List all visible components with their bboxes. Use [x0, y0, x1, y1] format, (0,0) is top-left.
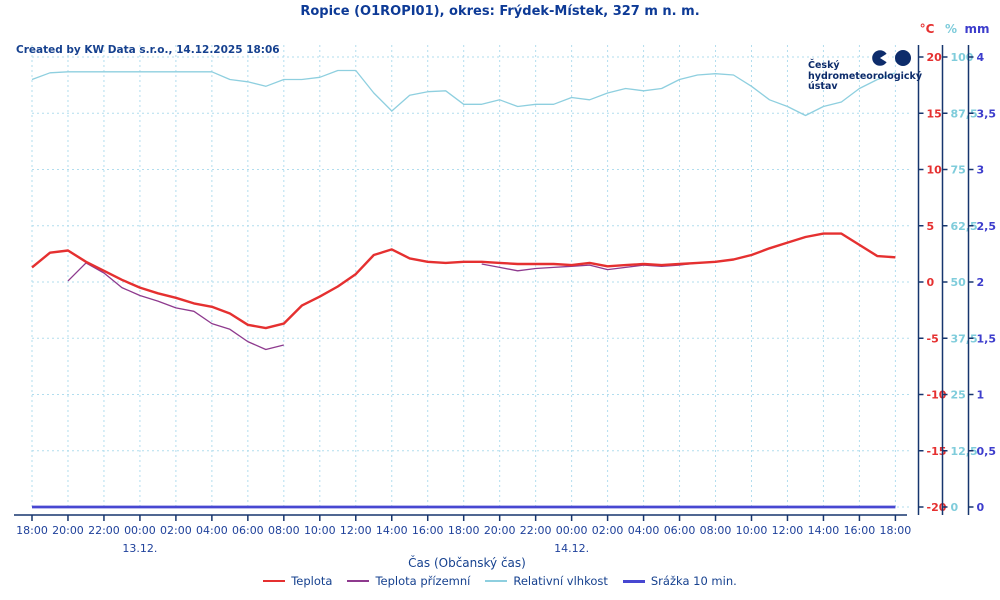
x-tick-label: 18:00 — [16, 524, 48, 537]
created-by-text: Created by KW Data s.r.o., 14.12.2025 18… — [16, 44, 280, 56]
y-tick-label-precip: 4 — [977, 51, 985, 64]
y-tick-label-precip: 2 — [977, 276, 985, 289]
legend-label: Srážka 10 min. — [650, 574, 737, 588]
y-tick-label-temp: 15 — [927, 107, 942, 120]
chmi-logo-line3: ústav — [808, 81, 838, 92]
legend-item: Relativní vlhkost — [485, 574, 608, 588]
x-tick-label: 10:00 — [304, 524, 336, 537]
precip-axis-header: mm — [964, 22, 989, 36]
legend-item: Srážka 10 min. — [622, 574, 737, 588]
x-tick-label: 16:00 — [844, 524, 876, 537]
x-tick-label: 08:00 — [700, 524, 732, 537]
series-humidity-line — [31, 69, 896, 117]
y-tick-label-precip: 2,5 — [977, 220, 997, 233]
y-tick-label-temp: -10 — [927, 389, 947, 402]
y-tick-label-humidity: 37,5 — [951, 332, 978, 345]
x-tick-label: 14:00 — [376, 524, 408, 537]
date-label: 14.12. — [554, 542, 589, 555]
y-tick-label-precip: 3,5 — [977, 107, 997, 120]
y-tick-label-precip: 1,5 — [977, 332, 997, 345]
humidity-axis-header: % — [945, 22, 957, 36]
legend-swatch — [347, 580, 370, 582]
x-tick-label: 14:00 — [808, 524, 840, 537]
x-tick-label: 20:00 — [52, 524, 84, 537]
legend-swatch — [485, 580, 508, 582]
series-temperature-line — [31, 232, 896, 330]
chmi-logo-text: Český hydrometeorologický ústav — [808, 60, 923, 93]
y-tick-label-temp: 10 — [927, 164, 943, 177]
legend-item: Teplota — [263, 574, 332, 588]
x-tick-label: 16:00 — [412, 524, 444, 537]
y-tick-label-precip: 0,5 — [977, 445, 997, 458]
x-axis-title: Čas (Občanský čas) — [408, 555, 526, 570]
x-tick-label: 20:00 — [484, 524, 516, 537]
temp-axis-header: °C — [920, 22, 935, 36]
y-tick-label-humidity: 0 — [951, 501, 959, 514]
y-tick-label-humidity: 87,5 — [951, 107, 978, 120]
x-tick-label: 10:00 — [736, 524, 768, 537]
legend-label: Teplota přízemní — [375, 574, 471, 588]
date-label: 13.12. — [122, 542, 157, 555]
x-tick-label: 04:00 — [628, 524, 660, 537]
x-tick-label: 02:00 — [160, 524, 192, 537]
legend-swatch — [622, 579, 645, 583]
x-tick-label: 06:00 — [664, 524, 696, 537]
chmi-logo-line2: hydrometeorologický — [808, 70, 923, 82]
x-tick-label: 12:00 — [772, 524, 804, 537]
x-tick-label: 08:00 — [268, 524, 300, 537]
y-tick-label-humidity: 25 — [951, 389, 966, 402]
x-tick-label: 00:00 — [556, 524, 588, 537]
x-tick-label: 18:00 — [448, 524, 480, 537]
y-tick-label-humidity: 75 — [951, 164, 966, 177]
legend-label: Relativní vlhkost — [513, 574, 608, 588]
y-tick-label-precip: 1 — [977, 389, 985, 402]
y-tick-label-temp: 20 — [927, 51, 943, 64]
x-tick-label: 18:00 — [880, 524, 912, 537]
chart-legend: Teplota Teplota přízemní Relativní vlhkost… — [0, 574, 1000, 588]
x-tick-label: 04:00 — [196, 524, 228, 537]
y-tick-label-humidity: 12,5 — [951, 445, 978, 458]
y-tick-label-humidity: 50 — [951, 276, 967, 289]
legend-label: Teplota — [291, 574, 333, 588]
y-tick-label-humidity: 62,5 — [951, 220, 978, 233]
x-tick-label: 22:00 — [88, 524, 120, 537]
x-tick-label: 22:00 — [520, 524, 552, 537]
chart-title: Ropice (O1ROPI01), okres: Frýdek-Místek,… — [300, 4, 700, 19]
y-tick-label-precip: 3 — [977, 164, 985, 177]
chmi-logo-mark-icon — [872, 50, 911, 66]
y-tick-label-temp: 0 — [927, 276, 935, 289]
y-tick-label-temp: 5 — [927, 220, 935, 233]
y-tick-label-temp: -5 — [927, 332, 939, 345]
x-tick-label: 02:00 — [592, 524, 624, 537]
y-tick-label-temp: -15 — [927, 445, 947, 458]
x-tick-label: 06:00 — [232, 524, 264, 537]
series-ground-temperature-line — [67, 262, 284, 351]
y-tick-label-temp: -20 — [927, 501, 947, 514]
legend-item: Teplota přízemní — [347, 574, 470, 588]
chmi-logo-line1: Český — [808, 60, 840, 71]
x-tick-label: 12:00 — [340, 524, 372, 537]
x-tick-label: 00:00 — [124, 524, 156, 537]
legend-swatch — [263, 580, 286, 582]
y-tick-label-precip: 0 — [977, 501, 985, 514]
